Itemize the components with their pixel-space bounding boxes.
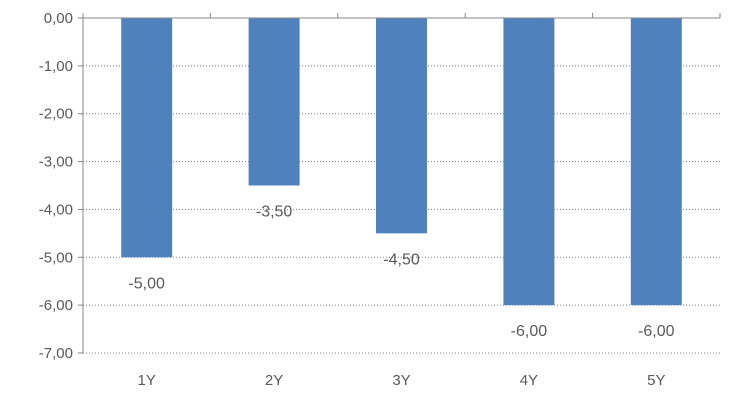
x-tick-label: 5Y [647, 372, 665, 389]
y-tick-label: -4,00 [39, 201, 73, 218]
y-tick-label: -3,00 [39, 154, 73, 171]
bar-5y [630, 18, 682, 306]
y-tick-label: -2,00 [39, 106, 73, 123]
bar-3y [376, 18, 427, 234]
x-tick-label: 2Y [265, 372, 283, 389]
y-tick-label: -6,00 [39, 297, 73, 314]
data-label: -5,00 [128, 275, 165, 292]
x-axis-tick-labels: 1Y 2Y 3Y 4Y 5Y [138, 372, 666, 389]
data-label: -3,50 [256, 204, 293, 221]
data-label: -6,00 [638, 323, 675, 340]
axes [78, 13, 721, 354]
y-axis-tick-labels: 0,00 -1,00 -2,00 -3,00 -4,00 -5,00 -6,00 -7,00 [39, 10, 73, 362]
x-tick-label: 3Y [392, 372, 410, 389]
bar-4y [503, 18, 555, 306]
y-tick-label: -5,00 [39, 249, 73, 266]
data-label: -6,00 [511, 323, 548, 340]
data-labels: -5,00 -3,50 -4,50 -6,00 -6,00 [128, 204, 674, 341]
x-tick-label: 1Y [138, 372, 156, 389]
x-tick-label: 4Y [520, 372, 538, 389]
bar-2y [248, 18, 300, 186]
y-tick-label: -1,00 [39, 58, 73, 75]
bar-1y [121, 18, 173, 258]
data-label: -4,50 [383, 251, 420, 268]
y-tick-label: 0,00 [44, 10, 73, 27]
y-tick-label: -7,00 [39, 345, 73, 362]
bars [121, 18, 682, 306]
